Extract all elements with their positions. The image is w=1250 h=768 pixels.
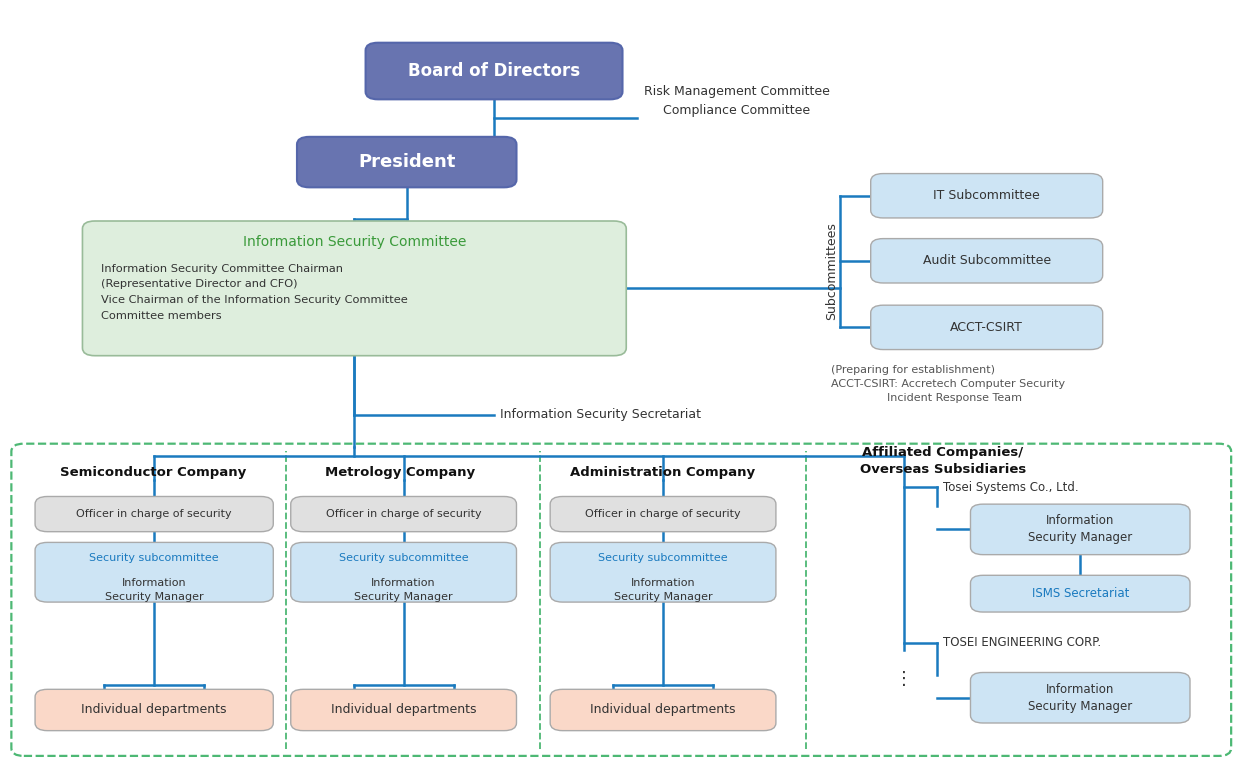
Text: Audit Subcommittee: Audit Subcommittee [922,254,1051,267]
Text: President: President [357,153,455,171]
Text: Information
Security Manager: Information Security Manager [1028,515,1132,545]
Text: ⋮: ⋮ [895,670,914,687]
FancyBboxPatch shape [550,496,776,531]
Text: Semiconductor Company: Semiconductor Company [60,465,246,478]
Text: Affiliated Companies/
Overseas Subsidiaries: Affiliated Companies/ Overseas Subsidiar… [860,445,1026,475]
FancyBboxPatch shape [35,690,274,730]
Text: Information Security Committee: Information Security Committee [242,236,466,250]
FancyBboxPatch shape [550,690,776,730]
FancyBboxPatch shape [82,221,626,356]
Text: Metrology Company: Metrology Company [325,465,475,478]
Text: Information Security Secretariat: Information Security Secretariat [500,408,701,421]
FancyBboxPatch shape [365,43,622,99]
Text: Information
Security Manager: Information Security Manager [105,578,204,601]
Text: Officer in charge of security: Officer in charge of security [585,509,741,519]
Text: Information
Security Manager: Information Security Manager [614,578,712,601]
Text: Security subcommittee: Security subcommittee [339,554,469,564]
Text: TOSEI ENGINEERING CORP.: TOSEI ENGINEERING CORP. [942,636,1101,649]
Text: Officer in charge of security: Officer in charge of security [76,509,232,519]
Text: IT Subcommittee: IT Subcommittee [934,189,1040,202]
FancyBboxPatch shape [35,542,274,602]
FancyBboxPatch shape [291,542,516,602]
Text: (Preparing for establishment)
ACCT-CSIRT: Accretech Computer Security
          : (Preparing for establishment) ACCT-CSIRT… [831,365,1065,403]
FancyBboxPatch shape [871,174,1102,218]
Text: Administration Company: Administration Company [570,465,755,478]
Text: Board of Directors: Board of Directors [408,62,580,80]
FancyBboxPatch shape [871,305,1102,349]
Text: Officer in charge of security: Officer in charge of security [326,509,481,519]
Text: Information Security Committee Chairman
(Representative Director and CFO)
Vice C: Information Security Committee Chairman … [101,264,408,321]
Text: ACCT-CSIRT: ACCT-CSIRT [950,321,1024,334]
Text: Individual departments: Individual departments [331,703,476,717]
FancyBboxPatch shape [550,542,776,602]
Text: Subcommittees: Subcommittees [825,222,839,319]
FancyBboxPatch shape [298,137,516,187]
FancyBboxPatch shape [970,504,1190,554]
Text: Information
Security Manager: Information Security Manager [354,578,452,601]
FancyBboxPatch shape [291,690,516,730]
Text: Individual departments: Individual departments [590,703,736,717]
Text: Tosei Systems Co., Ltd.: Tosei Systems Co., Ltd. [942,481,1079,494]
Text: Individual departments: Individual departments [81,703,228,717]
Text: Risk Management Committee
Compliance Committee: Risk Management Committee Compliance Com… [644,85,830,117]
FancyBboxPatch shape [291,496,516,531]
Text: Security subcommittee: Security subcommittee [89,554,219,564]
FancyBboxPatch shape [35,496,274,531]
Text: Security subcommittee: Security subcommittee [599,554,728,564]
Text: Information
Security Manager: Information Security Manager [1028,683,1132,713]
FancyBboxPatch shape [970,575,1190,612]
FancyBboxPatch shape [871,239,1102,283]
FancyBboxPatch shape [970,673,1190,723]
Text: ISMS Secretariat: ISMS Secretariat [1031,588,1129,600]
